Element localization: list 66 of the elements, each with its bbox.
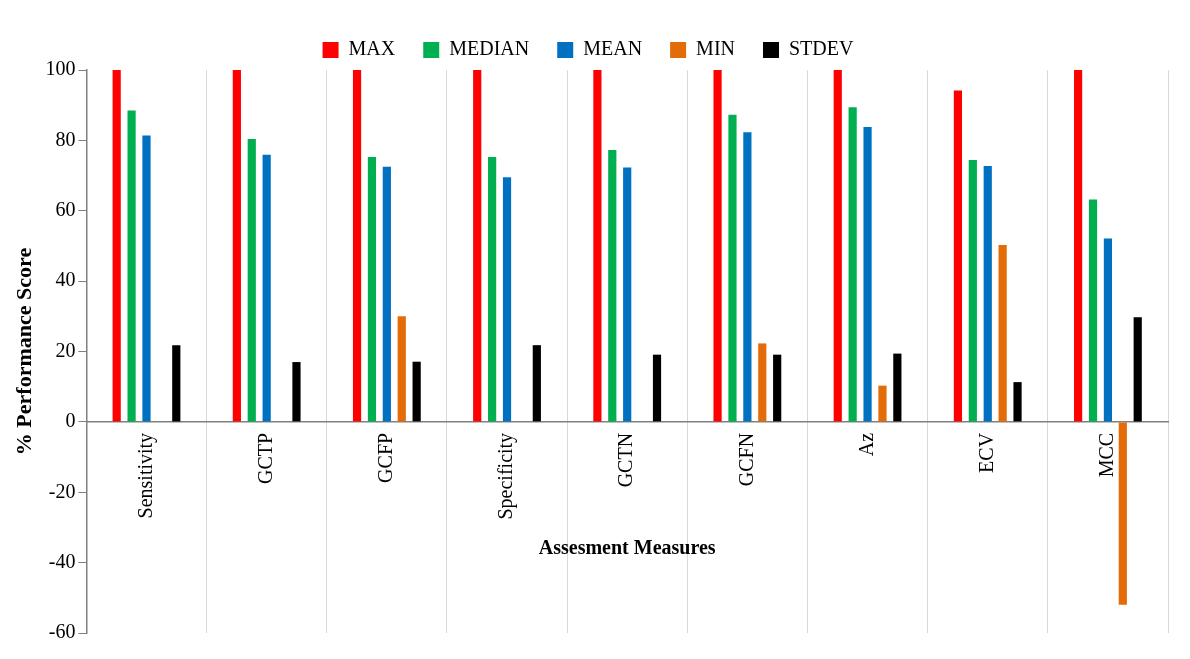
legend-label: STDEV	[789, 37, 854, 60]
bar	[848, 107, 857, 422]
bar	[608, 149, 617, 422]
x-tick-label: Sensitivity	[133, 432, 157, 519]
bar	[863, 127, 872, 422]
y-tick-label: 20	[55, 338, 76, 361]
bar	[833, 70, 842, 422]
y-tick-label: 100	[45, 57, 76, 80]
x-tick-label: Az	[854, 432, 877, 457]
bar	[713, 70, 722, 422]
bar	[112, 70, 121, 422]
bar	[623, 167, 632, 422]
bar	[1088, 199, 1098, 422]
bar	[1074, 70, 1083, 422]
bar	[232, 70, 241, 422]
legend-label: MAX	[348, 37, 396, 60]
bar	[743, 132, 752, 422]
bar	[998, 244, 1007, 422]
bar	[127, 110, 136, 422]
x-axis-title: Assesment Measures	[538, 535, 716, 558]
x-tick-label: GCTN	[614, 432, 637, 488]
bar	[1103, 238, 1113, 422]
bar	[262, 154, 271, 422]
bar	[953, 90, 963, 422]
bar	[172, 345, 181, 422]
y-tick-label: 60	[55, 198, 76, 220]
y-axis-title: % Performance Score	[10, 247, 36, 456]
bar	[502, 177, 512, 422]
bar	[983, 166, 992, 422]
bar	[893, 353, 902, 422]
bar	[532, 345, 541, 422]
bar	[728, 114, 737, 422]
bar	[412, 361, 421, 422]
x-tick-label: GCFN	[734, 432, 757, 487]
y-tick-label: 40	[55, 268, 76, 291]
bar	[397, 316, 406, 422]
bar	[382, 166, 391, 422]
bar	[1013, 382, 1022, 422]
bar	[652, 354, 662, 422]
bar	[758, 343, 767, 422]
y-tick-label: -40	[48, 549, 76, 572]
bar	[593, 70, 602, 422]
bar	[352, 70, 362, 422]
bar	[473, 70, 482, 422]
bar	[292, 362, 301, 422]
bar	[1118, 422, 1127, 605]
y-tick-label: 80	[55, 127, 76, 150]
bar	[488, 156, 497, 422]
bar	[247, 138, 256, 422]
bar	[367, 156, 377, 422]
y-tick-label: -60	[48, 620, 76, 643]
bar	[878, 385, 887, 422]
x-tick-label: GCTP	[253, 432, 276, 484]
legend-label: MIN	[696, 37, 735, 60]
x-tick-label: Specificity	[494, 432, 518, 520]
x-tick-label: ECV	[974, 432, 997, 473]
y-tick-label: -20	[48, 479, 76, 502]
bar	[968, 160, 977, 422]
bar	[142, 135, 151, 422]
legend-label: MEDIAN	[449, 37, 530, 60]
x-tick-label: MCC	[1095, 432, 1118, 478]
x-tick-label: GCFP	[374, 432, 397, 483]
legend-label: MEAN	[583, 37, 643, 60]
y-tick-label: 0	[65, 409, 76, 432]
bar	[1133, 317, 1142, 422]
bar	[773, 354, 782, 422]
